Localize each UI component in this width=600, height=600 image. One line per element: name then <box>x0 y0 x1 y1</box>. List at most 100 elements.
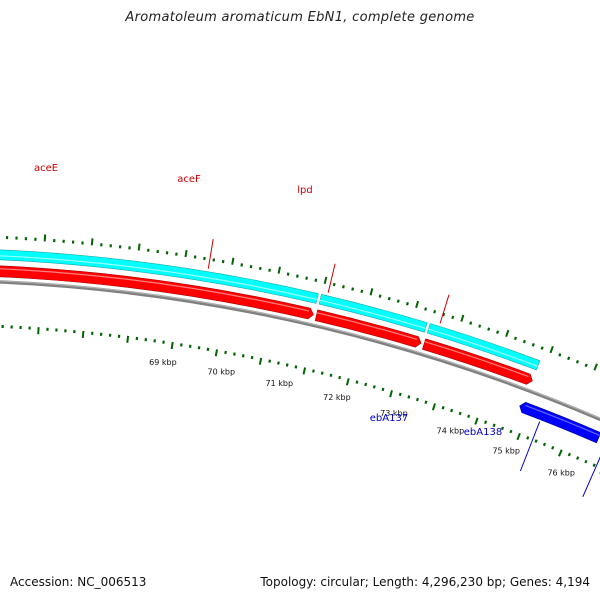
gc-tick <box>312 369 315 373</box>
cds-forward-highlight <box>316 312 417 340</box>
gc-tick <box>360 289 364 294</box>
gc-tick <box>329 373 333 378</box>
gc-tick <box>258 266 262 271</box>
gc-tick <box>43 234 47 242</box>
gc-tick <box>540 346 544 350</box>
gc-ticks-inner <box>1 324 600 474</box>
gc-tick <box>542 442 547 447</box>
gc-tick <box>451 315 455 320</box>
label-leader-line <box>519 421 541 472</box>
gc-tick <box>286 272 290 276</box>
scale-label: 72 kbp <box>323 393 351 402</box>
map-title: Aromatoleum aromaticum EbN1, complete ge… <box>125 10 475 25</box>
gc-tick <box>241 354 245 358</box>
gc-tick <box>487 327 491 331</box>
cds-forward-arrow <box>422 338 533 385</box>
gc-tick <box>323 276 328 285</box>
gc-tick <box>567 356 571 361</box>
gc-tick <box>364 382 368 387</box>
gc-tick <box>516 432 521 441</box>
gc-tick <box>431 403 436 411</box>
gc-tick <box>180 343 183 347</box>
topology-summary: Topology: circular; Length: 4,296,230 bp… <box>260 575 590 589</box>
gene-label-aceE: aceE <box>34 163 58 174</box>
scale-label: 73 kbp <box>380 409 408 418</box>
accession-text: Accession: NC_006513 <box>10 575 147 589</box>
scale-label: 75 kbp <box>492 447 520 456</box>
gc-tick <box>558 353 562 357</box>
scale-label: 70 kbp <box>208 368 236 377</box>
gc-tick <box>551 445 555 450</box>
gc-tick <box>458 411 462 416</box>
gc-tick <box>214 349 218 357</box>
gc-ticks-outer <box>5 234 598 371</box>
gc-tick <box>277 361 280 365</box>
genome-backbone <box>0 280 600 422</box>
label-leader-line <box>582 456 600 498</box>
gc-tick <box>593 363 598 371</box>
gc-tick <box>372 385 376 389</box>
gc-tick <box>90 238 94 246</box>
gc-tick <box>277 266 281 274</box>
scale-labels: 69 kbp 70 kbp 71 kbp 72 kbp 73 kbp 74 kbp 75 k… <box>149 358 575 478</box>
genome-backbone-highlight <box>0 280 600 419</box>
gc-tick <box>398 392 402 397</box>
gc-tick <box>137 243 141 251</box>
gc-tick <box>369 288 374 296</box>
gc-tick <box>378 294 382 298</box>
gc-tick <box>407 395 411 399</box>
gc-tick <box>558 449 563 457</box>
gc-tick <box>268 359 272 363</box>
gc-tick <box>294 365 298 369</box>
gc-tick <box>396 299 400 303</box>
gc-tick <box>355 380 359 384</box>
gene-label-ebA138: ebA138 <box>464 427 502 438</box>
gc-tick <box>268 268 271 272</box>
gc-tick <box>433 309 437 314</box>
gc-tick <box>224 350 227 355</box>
gc-tick <box>332 282 336 287</box>
gc-tick <box>496 330 500 334</box>
gc-tick <box>415 397 419 402</box>
gc-tick <box>405 302 409 306</box>
gc-tick <box>81 330 85 338</box>
gc-tick <box>231 257 235 265</box>
gc-tick <box>424 400 428 405</box>
gc-tick <box>415 300 420 309</box>
gc-tick <box>170 341 174 350</box>
gc-tick <box>484 420 488 425</box>
gc-tick <box>592 463 596 468</box>
gc-tick <box>387 296 391 301</box>
gc-tick <box>381 387 385 392</box>
gc-tick <box>320 371 324 375</box>
gc-tick <box>441 405 445 410</box>
gc-tick <box>212 258 216 262</box>
gene-label-lpd: lpd <box>297 185 312 196</box>
gc-tick <box>467 414 471 419</box>
cds-forward-highlight <box>0 268 310 312</box>
gc-tick <box>165 251 169 255</box>
gc-tick <box>197 346 201 350</box>
gc-tick <box>424 307 428 311</box>
gc-tick <box>576 456 580 460</box>
gc-tick <box>314 278 318 282</box>
gene-labels: aceE aceF lpd ebA137 ebA138 <box>34 163 600 498</box>
gc-tick <box>184 249 188 258</box>
gc-tick <box>351 287 355 291</box>
gc-tick <box>193 255 197 259</box>
gc-tick <box>342 285 345 289</box>
gc-tick <box>575 359 580 364</box>
scale-label: 71 kbp <box>266 379 294 388</box>
gc-tick <box>509 429 513 434</box>
gene-label-aceF: aceF <box>177 174 201 185</box>
label-leader-line <box>207 239 214 269</box>
gc-tick <box>522 339 526 344</box>
scale-label: 76 kbp <box>547 468 575 477</box>
gene-label-ebA137: ebA137 <box>370 413 408 424</box>
gene-feature-highlight <box>428 328 539 367</box>
gc-tick <box>233 352 236 356</box>
gc-tick <box>584 459 588 464</box>
cds-reverse-arrow <box>519 401 600 444</box>
gc-tick <box>302 367 307 375</box>
gc-tick <box>203 256 206 261</box>
